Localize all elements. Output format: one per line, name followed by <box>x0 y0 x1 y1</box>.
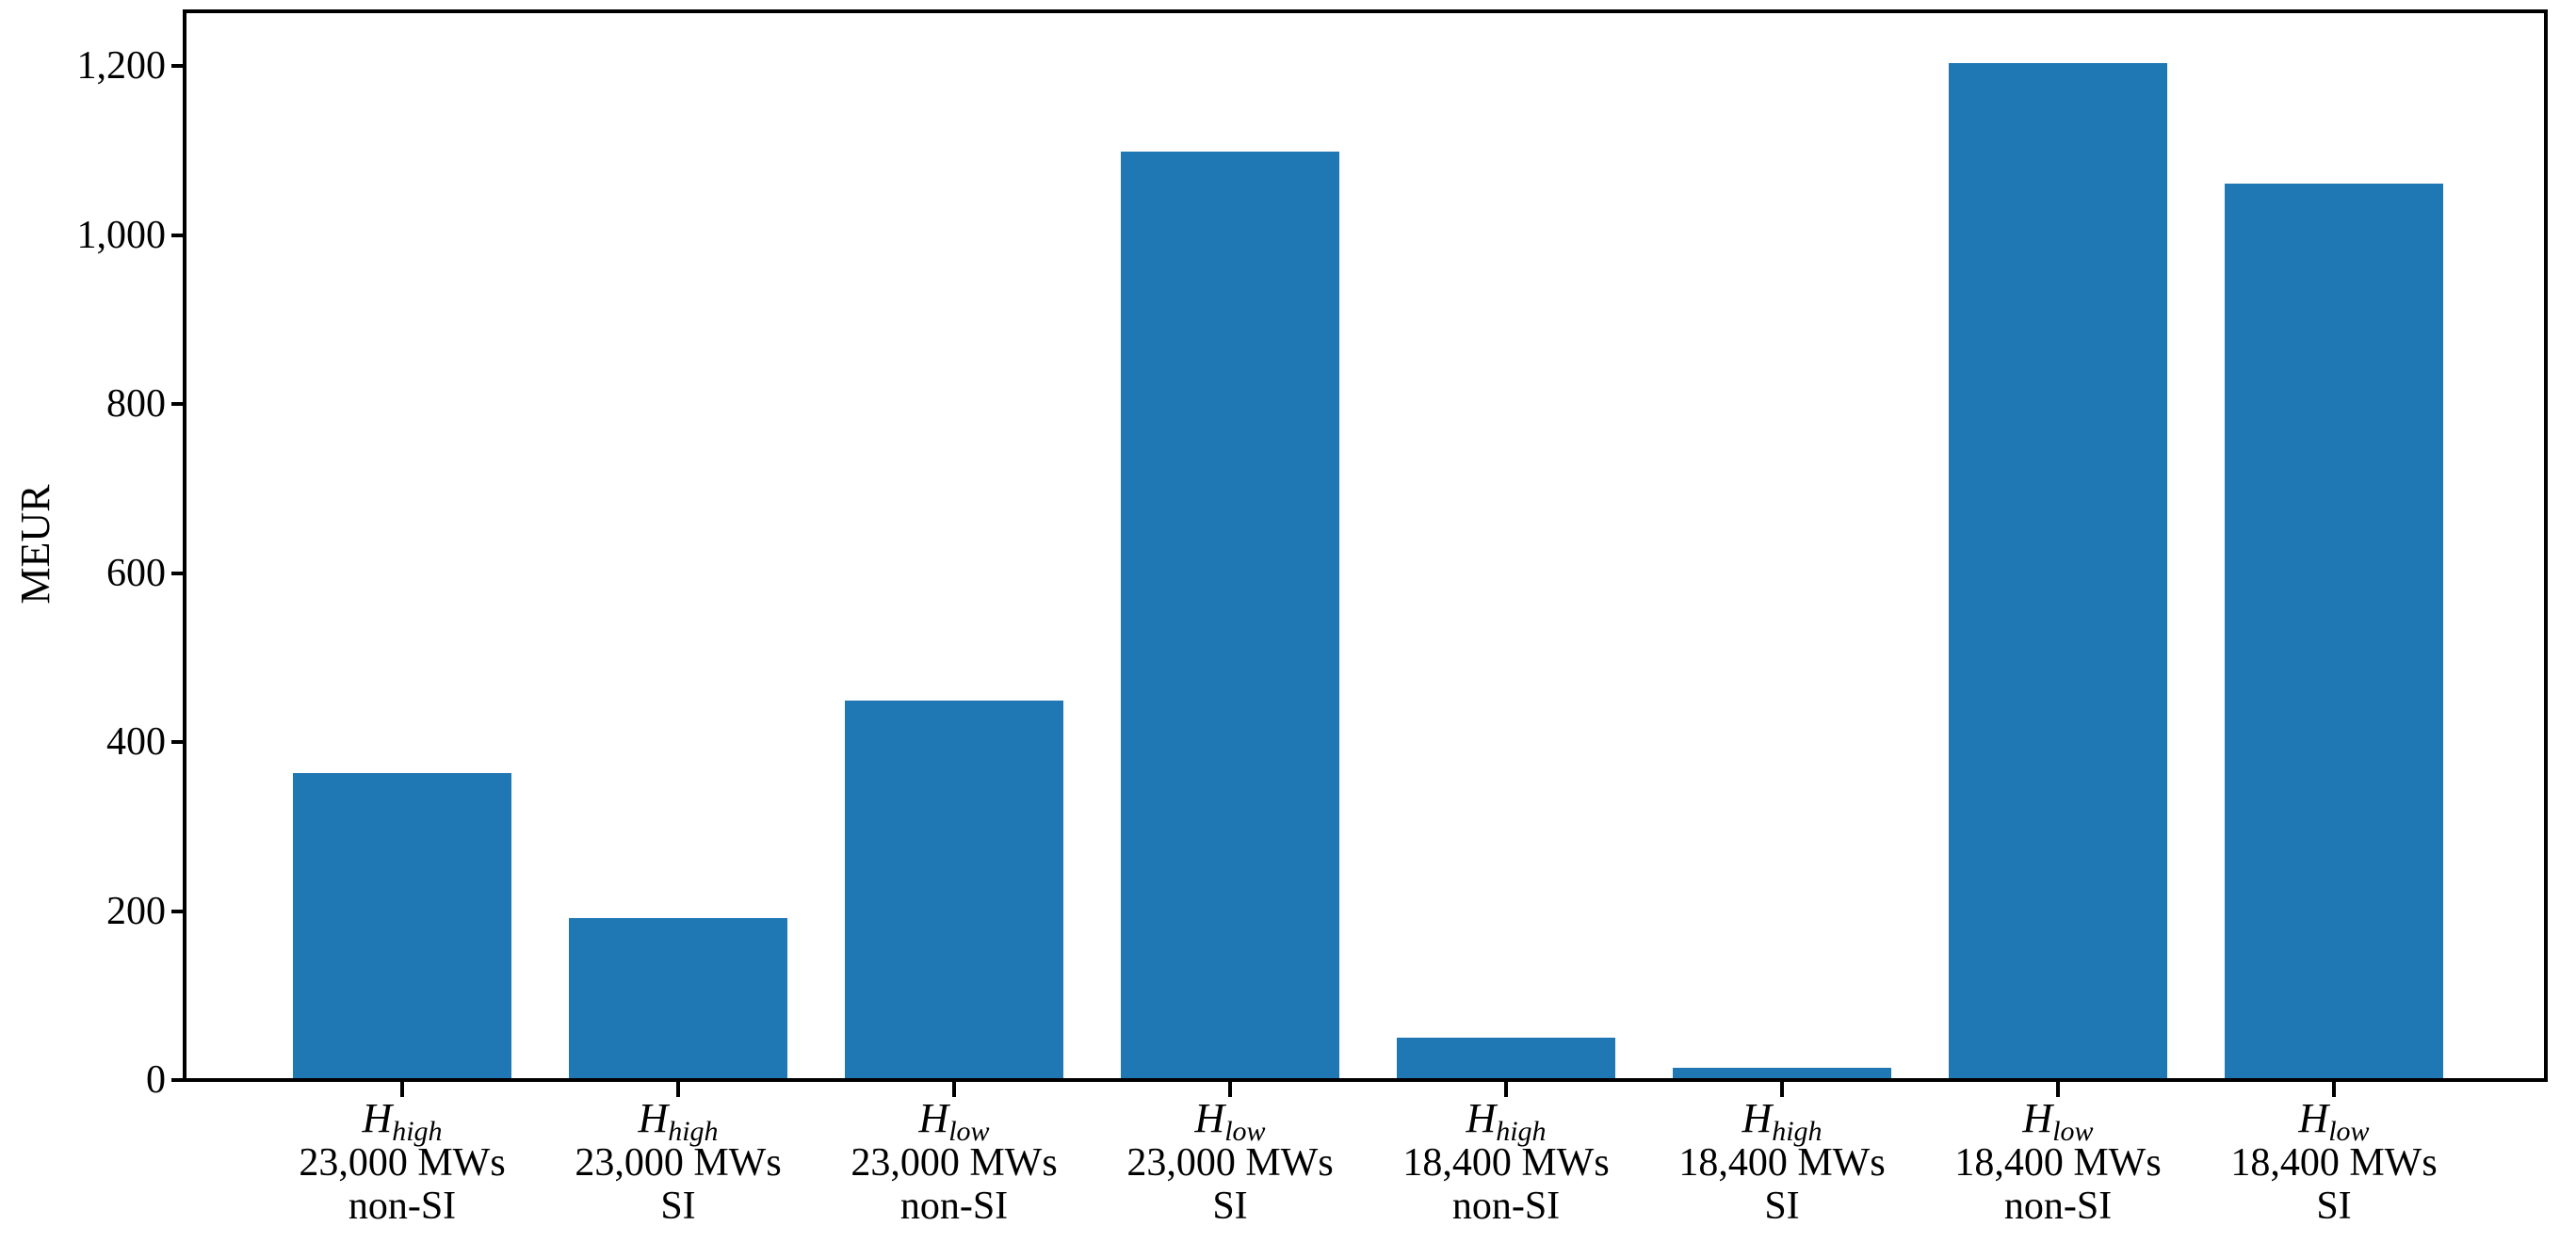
y-tick-label: 0 <box>146 1058 166 1102</box>
y-tick-mark <box>171 1078 185 1082</box>
x-tick-label-6: Hhigh 18,400 MWs SI <box>1612 1095 1952 1229</box>
capacity-label: 23,000 MWs <box>851 1141 1058 1185</box>
x-tick-mark <box>1780 1082 1784 1097</box>
hydro-variable: H <box>1194 1095 1225 1141</box>
y-tick-label: 1,000 <box>76 214 167 257</box>
scenario-symbol: Hlow <box>1888 1095 2228 1146</box>
hydro-subscript: low <box>948 1116 990 1147</box>
si-mode-label: SI <box>2316 1185 2352 1228</box>
si-mode-label: non-SI <box>2003 1185 2113 1228</box>
x-tick-label-8: Hlow 18,400 MWs SI <box>2164 1095 2503 1229</box>
si-mode-label: SI <box>660 1185 696 1228</box>
plot-area <box>183 9 2548 1082</box>
y-tick-label: 1,200 <box>76 44 167 88</box>
x-tick-mark <box>400 1082 404 1097</box>
scenario-symbol: Hhigh <box>509 1095 848 1146</box>
capacity-label: 23,000 MWs <box>299 1141 506 1185</box>
si-mode-label: non-SI <box>899 1185 1009 1228</box>
bar-7 <box>1949 63 2167 1080</box>
bar-6 <box>1673 1068 1891 1080</box>
hydro-variable: H <box>918 1095 949 1141</box>
x-tick-mark <box>2332 1082 2336 1097</box>
si-mode-label: non-SI <box>1451 1185 1561 1228</box>
y-tick-mark <box>171 64 185 68</box>
y-tick-mark <box>171 572 185 575</box>
hydro-variable: H <box>2298 1095 2329 1141</box>
hydro-subscript: low <box>2052 1116 2094 1147</box>
hydro-subscript: high <box>1496 1116 1547 1147</box>
x-tick-mark <box>676 1082 680 1097</box>
hydro-subscript: low <box>2328 1116 2370 1147</box>
scenario-symbol: Hlow <box>2164 1095 2503 1146</box>
y-tick-label: 800 <box>106 382 166 426</box>
capacity-label: 18,400 MWs <box>1678 1141 1886 1185</box>
scenario-symbol: Hhigh <box>1612 1095 1952 1146</box>
scenario-symbol: Hlow <box>1061 1095 1400 1146</box>
x-tick-label-7: Hlow 18,400 MWs non-SI <box>1888 1095 2228 1229</box>
hydro-subscript: high <box>1772 1116 1823 1147</box>
scenario-symbol: Hhigh <box>1337 1095 1676 1146</box>
capacity-label: 18,400 MWs <box>1402 1141 1610 1185</box>
y-tick-mark <box>171 234 185 237</box>
hydro-variable: H <box>362 1095 393 1141</box>
x-tick-label-1: Hhigh 23,000 MWs non-SI <box>233 1095 572 1229</box>
y-tick-label: 600 <box>106 552 166 595</box>
y-tick-label: 400 <box>106 720 166 764</box>
si-mode-label: non-SI <box>348 1185 457 1228</box>
hydro-subscript: high <box>668 1116 719 1147</box>
bar-2 <box>569 918 787 1080</box>
bar-4 <box>1121 152 1339 1080</box>
y-tick-mark <box>171 402 185 406</box>
x-tick-mark <box>2056 1082 2060 1097</box>
hydro-variable: H <box>1466 1095 1497 1141</box>
hydro-variable: H <box>2022 1095 2053 1141</box>
hydro-variable: H <box>1742 1095 1773 1141</box>
capacity-label: 18,400 MWs <box>2230 1141 2438 1185</box>
y-tick-mark <box>171 740 185 744</box>
x-tick-label-4: Hlow 23,000 MWs SI <box>1061 1095 1400 1229</box>
x-tick-mark <box>1504 1082 1508 1097</box>
bar-8 <box>2225 184 2443 1080</box>
capacity-label: 18,400 MWs <box>1954 1141 2162 1185</box>
si-mode-label: SI <box>1212 1185 1248 1228</box>
capacity-label: 23,000 MWs <box>575 1141 782 1185</box>
bar-3 <box>845 701 1063 1080</box>
scenario-symbol: Hhigh <box>233 1095 572 1146</box>
capacity-label: 23,000 MWs <box>1126 1141 1334 1185</box>
x-tick-label-3: Hlow 23,000 MWs non-SI <box>785 1095 1124 1229</box>
x-tick-label-2: Hhigh 23,000 MWs SI <box>509 1095 848 1229</box>
hydro-subscript: high <box>392 1116 443 1147</box>
si-mode-label: SI <box>1764 1185 1800 1228</box>
y-tick-label: 200 <box>106 890 166 933</box>
hydro-variable: H <box>638 1095 669 1141</box>
x-tick-label-5: Hhigh 18,400 MWs non-SI <box>1337 1095 1676 1229</box>
x-tick-mark <box>1228 1082 1232 1097</box>
bar-5 <box>1397 1038 1615 1080</box>
hydro-subscript: low <box>1224 1116 1266 1147</box>
y-tick-mark <box>171 910 185 913</box>
bar-1 <box>293 773 511 1080</box>
x-tick-mark <box>952 1082 956 1097</box>
scenario-symbol: Hlow <box>785 1095 1124 1146</box>
